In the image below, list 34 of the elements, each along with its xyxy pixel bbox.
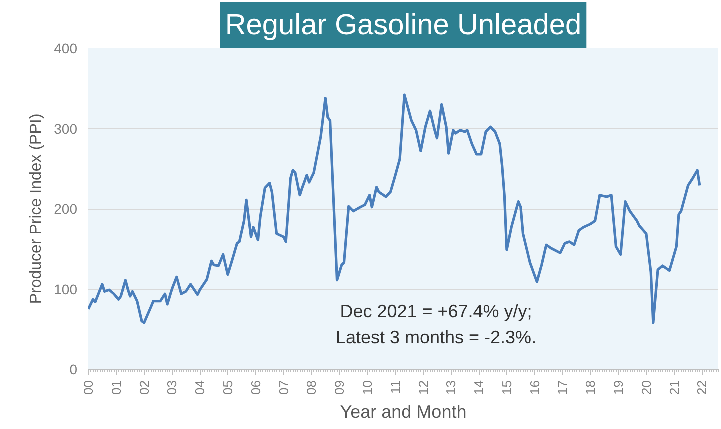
x-tick-label: 15 [499, 380, 514, 395]
x-tick-label: 11 [388, 380, 403, 394]
x-tick-label: 06 [248, 380, 264, 395]
x-tick-label: 01 [108, 380, 124, 395]
x-tick-label: 08 [304, 380, 320, 395]
x-tick-label: 22 [694, 380, 710, 395]
y-tick-label: 100 [54, 281, 78, 298]
x-tick-label: 04 [192, 380, 208, 395]
x-tick-label: 07 [276, 380, 292, 395]
y-axis-title: Producer Price Index (PPI) [28, 114, 46, 304]
x-tick-label: 16 [527, 380, 542, 395]
annotation: Dec 2021 = +67.4% y/y; [340, 302, 532, 322]
x-tick-label: 10 [360, 380, 375, 395]
x-tick-label: 05 [220, 380, 236, 395]
x-tick-label: 02 [136, 380, 152, 395]
x-tick-label: 21 [666, 380, 682, 395]
x-tick-label: 12 [416, 380, 431, 395]
y-tick-label: 0 [70, 362, 78, 378]
x-axis-title: Year and Month [340, 402, 467, 422]
x-tick-label: 19 [611, 380, 626, 395]
y-tick-label: 200 [54, 201, 78, 217]
x-tick-label: 13 [444, 380, 459, 395]
chart-title: Regular Gasoline Unleaded [225, 10, 582, 42]
x-tick-label: 20 [638, 380, 654, 395]
x-tick-label: 14 [472, 380, 487, 395]
x-tick-label: 18 [583, 380, 598, 395]
x-tick-label: 00 [81, 380, 96, 395]
x-tick-label: 17 [555, 380, 570, 395]
y-tick-label: 400 [54, 40, 78, 56]
line-series [88, 94, 702, 324]
x-tick-label: 03 [164, 380, 180, 395]
x-tick-label: 09 [332, 380, 348, 395]
annotation: Latest 3 months = -2.3%. [336, 328, 537, 348]
y-tick-label: 300 [54, 120, 78, 137]
